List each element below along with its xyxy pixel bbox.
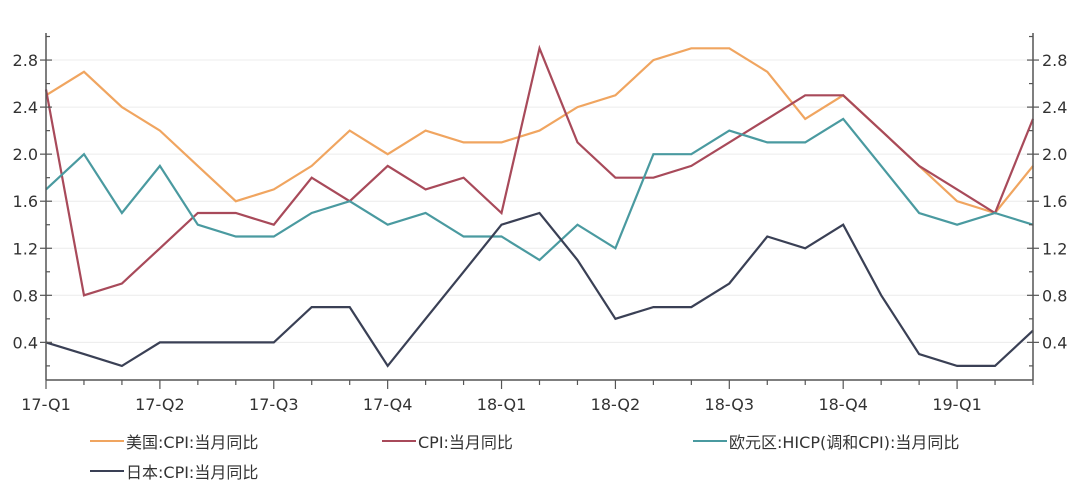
series-line-1 bbox=[44, 44, 1035, 297]
svg-text:2.4: 2.4 bbox=[13, 98, 38, 117]
svg-text:2.4: 2.4 bbox=[1042, 98, 1067, 117]
svg-text:2.8: 2.8 bbox=[1042, 51, 1067, 70]
legend-swatch-us bbox=[90, 440, 124, 442]
svg-text:0.8: 0.8 bbox=[1042, 286, 1067, 305]
svg-text:17-Q2: 17-Q2 bbox=[135, 395, 185, 414]
svg-text:1.2: 1.2 bbox=[1042, 239, 1067, 258]
axes bbox=[40, 33, 1039, 389]
series-line-0 bbox=[45, 47, 1034, 215]
gridlines bbox=[46, 59, 1033, 343]
svg-text:17-Q3: 17-Q3 bbox=[249, 395, 299, 414]
legend-item-cpi[interactable]: CPI:当月同比 bbox=[382, 429, 513, 453]
legend-label-euro: 欧元区:HICP(调和CPI):当月同比 bbox=[729, 433, 960, 452]
series-lines bbox=[44, 44, 1035, 368]
svg-text:2.0: 2.0 bbox=[1042, 145, 1067, 164]
svg-text:18-Q3: 18-Q3 bbox=[705, 395, 755, 414]
svg-text:18-Q4: 18-Q4 bbox=[818, 395, 868, 414]
legend-item-euro-hicp[interactable]: 欧元区:HICP(调和CPI):当月同比 bbox=[693, 429, 959, 453]
legend-swatch-japan bbox=[90, 470, 124, 472]
svg-text:2.0: 2.0 bbox=[13, 145, 38, 164]
y-axis-left-labels: 0.4 0.8 1.2 1.6 2.0 2.4 2.8 bbox=[13, 51, 38, 352]
series-line-2 bbox=[45, 117, 1034, 262]
svg-text:0.4: 0.4 bbox=[1042, 333, 1067, 352]
svg-text:2.8: 2.8 bbox=[13, 51, 38, 70]
x-axis-labels: 17-Q1 17-Q2 17-Q3 17-Q4 18-Q1 18-Q2 18-Q3 18-Q4… bbox=[21, 395, 982, 414]
y-axis-right-labels: 0.4 0.8 1.2 1.6 2.0 2.4 2.8 bbox=[1042, 51, 1067, 352]
svg-text:17-Q4: 17-Q4 bbox=[363, 395, 413, 414]
legend-swatch-euro bbox=[693, 440, 727, 442]
svg-text:19-Q1: 19-Q1 bbox=[932, 395, 982, 414]
legend-item-us-cpi[interactable]: 美国:CPI:当月同比 bbox=[90, 429, 258, 453]
svg-text:1.6: 1.6 bbox=[13, 192, 38, 211]
svg-text:18-Q1: 18-Q1 bbox=[477, 395, 527, 414]
svg-text:1.2: 1.2 bbox=[13, 239, 38, 258]
svg-text:1.6: 1.6 bbox=[1042, 192, 1067, 211]
legend-label-cpi: CPI:当月同比 bbox=[418, 433, 513, 452]
svg-text:0.8: 0.8 bbox=[13, 286, 38, 305]
legend-label-japan: 日本:CPI:当月同比 bbox=[126, 463, 259, 482]
legend-label-us: 美国:CPI:当月同比 bbox=[126, 433, 259, 452]
legend-item-japan-cpi[interactable]: 日本:CPI:当月同比 bbox=[90, 459, 258, 483]
legend-swatch-cpi bbox=[382, 440, 416, 442]
svg-text:17-Q1: 17-Q1 bbox=[21, 395, 71, 414]
series-line-3 bbox=[45, 211, 1034, 368]
svg-text:18-Q2: 18-Q2 bbox=[591, 395, 641, 414]
svg-text:0.4: 0.4 bbox=[13, 333, 38, 352]
